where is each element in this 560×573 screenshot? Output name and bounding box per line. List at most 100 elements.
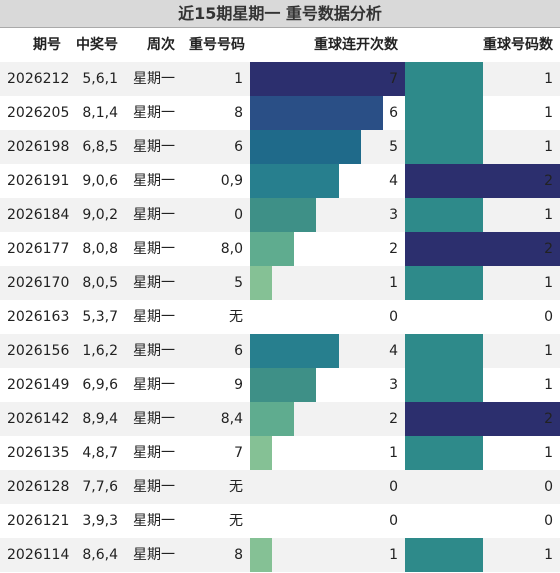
table-cell: 1	[544, 343, 553, 359]
table-cell: 9	[234, 377, 243, 393]
data-bar	[405, 436, 483, 470]
table-cell: 无	[229, 479, 243, 495]
table-cell: 7,7,6	[82, 479, 118, 495]
table-cell: 无	[229, 513, 243, 529]
table-cell: 8	[234, 105, 243, 121]
data-bar	[405, 402, 560, 436]
data-bar	[250, 334, 339, 368]
data-bar	[250, 232, 295, 266]
table-cell: 星期一	[133, 343, 175, 359]
table-cell: 2026177	[7, 241, 70, 257]
data-bar	[250, 164, 339, 198]
data-bar	[405, 232, 560, 266]
table-cell: 1	[544, 105, 553, 121]
table-cell: 9,0,6	[82, 173, 118, 189]
table-cell: 0	[234, 207, 243, 223]
table-cell: 7	[234, 445, 243, 461]
table-cell: 2026212	[7, 71, 70, 87]
table-cell: 4,8,7	[82, 445, 118, 461]
table-cell: 星期一	[133, 275, 175, 291]
table-cell: 8,4	[220, 411, 243, 427]
column-header: 期号	[33, 37, 61, 53]
table-cell: 5,3,7	[82, 309, 118, 325]
data-bar	[405, 334, 483, 368]
table-cell: 2	[544, 173, 553, 189]
data-bar	[405, 96, 483, 130]
table-cell: 3,9,3	[82, 513, 118, 529]
table-cell: 2026142	[7, 411, 70, 427]
table-cell: 1	[389, 275, 398, 291]
data-bar	[250, 266, 273, 300]
table-cell: 6	[234, 343, 243, 359]
table-cell: 2	[544, 241, 553, 257]
table-cell: 星期一	[133, 309, 175, 325]
table-cell: 星期一	[133, 513, 175, 529]
table-cell: 星期一	[133, 207, 175, 223]
table-cell: 5	[234, 275, 243, 291]
table-cell: 0	[389, 309, 398, 325]
table-cell: 2026205	[7, 105, 70, 121]
table-cell: 5	[389, 139, 398, 155]
table-cell: 星期一	[133, 411, 175, 427]
table-cell: 8,1,4	[82, 105, 118, 121]
table-cell: 0	[389, 513, 398, 529]
table-cell: 2026135	[7, 445, 70, 461]
data-bar	[250, 62, 405, 96]
data-bar	[250, 130, 361, 164]
table-cell: 0	[389, 479, 398, 495]
table-cell: 1	[544, 547, 553, 563]
table-cell: 星期一	[133, 173, 175, 189]
data-bar	[405, 130, 483, 164]
table-cell: 8	[234, 547, 243, 563]
table-cell: 7	[389, 71, 398, 87]
table-cell: 6,8,5	[82, 139, 118, 155]
data-bar	[250, 436, 273, 470]
table-cell: 8,9,4	[82, 411, 118, 427]
table-row	[0, 504, 560, 538]
table-cell: 星期一	[133, 105, 175, 121]
table-cell: 5,6,1	[82, 71, 118, 87]
data-bar	[405, 62, 483, 96]
table-cell: 1	[234, 71, 243, 87]
table-cell: 星期一	[133, 377, 175, 393]
table-cell: 星期一	[133, 547, 175, 563]
table-cell: 9,0,2	[82, 207, 118, 223]
table-title: 近15期星期一 重号数据分析	[0, 0, 560, 28]
column-header: 重球号码数	[483, 37, 553, 53]
table-cell: 星期一	[133, 241, 175, 257]
table-cell: 1	[544, 71, 553, 87]
table-cell: 1	[389, 445, 398, 461]
table-cell: 2026198	[7, 139, 70, 155]
table-row	[0, 470, 560, 504]
table-cell: 8,6,4	[82, 547, 118, 563]
table-cell: 6,9,6	[82, 377, 118, 393]
data-bar	[250, 402, 295, 436]
table-cell: 1	[544, 445, 553, 461]
table-cell: 2026170	[7, 275, 70, 291]
table-cell: 0	[544, 513, 553, 529]
table-cell: 星期一	[133, 445, 175, 461]
table-row	[0, 300, 560, 334]
data-bar	[405, 538, 483, 572]
table-cell: 1	[389, 547, 398, 563]
table-cell: 无	[229, 309, 243, 325]
table-cell: 4	[389, 173, 398, 189]
table-cell: 2	[389, 241, 398, 257]
data-bar	[250, 198, 317, 232]
table-cell: 星期一	[133, 479, 175, 495]
column-header: 重号号码	[189, 37, 245, 53]
table-cell: 2026114	[7, 547, 70, 563]
table-cell: 2026191	[7, 173, 70, 189]
table-cell: 2026149	[7, 377, 70, 393]
data-bar	[250, 96, 383, 130]
column-header: 重球连开次数	[314, 37, 398, 53]
table-cell: 0	[544, 479, 553, 495]
table-cell: 1	[544, 275, 553, 291]
data-bar	[405, 368, 483, 402]
table-cell: 6	[389, 105, 398, 121]
column-header: 中奖号	[76, 37, 118, 53]
table-cell: 星期一	[133, 71, 175, 87]
table-cell: 1	[544, 207, 553, 223]
table-cell: 2026128	[7, 479, 70, 495]
